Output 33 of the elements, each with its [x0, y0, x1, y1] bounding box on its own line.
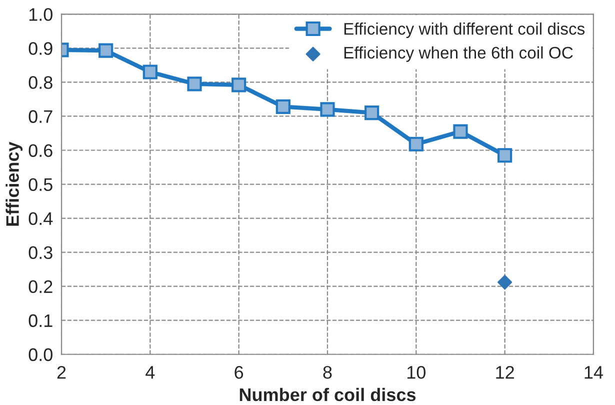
- y-tick-label: 0.5: [28, 178, 52, 191]
- point: [187, 76, 202, 92]
- y-tick-label: 0.7: [28, 110, 52, 123]
- x-tick-label: 10: [407, 366, 426, 379]
- point: [364, 106, 380, 120]
- y-axis-title: Efficiency: [6, 142, 23, 226]
- point: [320, 102, 335, 117]
- legend-label: Efficiency with different coil discs: [344, 22, 585, 38]
- point: [408, 136, 424, 152]
- y-tick-label: 0.0: [28, 348, 52, 362]
- y-tick-label: 0.1: [28, 314, 52, 328]
- y-tick-label: 0.2: [28, 280, 52, 294]
- point: [276, 99, 290, 114]
- x-tick-label: 2: [57, 366, 66, 379]
- x-tick-label: 8: [323, 366, 332, 379]
- y-tick-label: 0.8: [28, 76, 52, 89]
- point: [498, 274, 512, 290]
- y-tick-label: 0.4: [28, 212, 53, 226]
- point: [142, 64, 158, 80]
- x-axis-title: Number of coil discs: [240, 388, 416, 402]
- x-tick-label: 12: [496, 366, 514, 379]
- legend-label: Efficiency when the 6th coil OC: [344, 46, 573, 62]
- point: [232, 78, 246, 92]
- y-tick-label: 1.0: [29, 8, 52, 21]
- point: [98, 43, 114, 58]
- x-tick-label: 4: [146, 366, 155, 379]
- y-tick-label: 0.6: [28, 144, 52, 157]
- y-tick-label: 0.9: [28, 42, 52, 55]
- point: [453, 124, 468, 139]
- point: [498, 148, 512, 163]
- x-tick-label: 6: [234, 366, 244, 379]
- x-tick-label: 14: [584, 366, 603, 379]
- y-tick-label: 0.3: [28, 246, 52, 260]
